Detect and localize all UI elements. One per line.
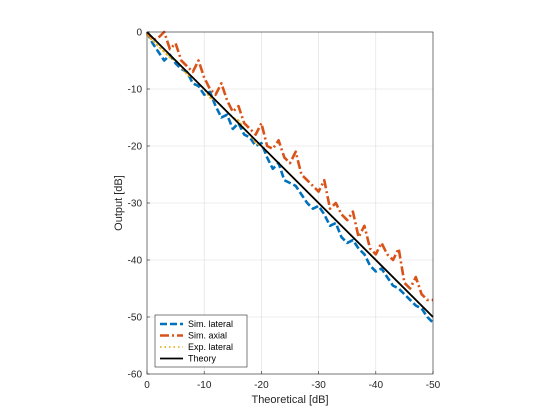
x-tick-label: -10 (197, 380, 212, 391)
legend-label-4: Theory (188, 354, 217, 364)
series-line-1 (145, 31, 434, 324)
y-tick-label: -50 (128, 313, 143, 324)
x-tick-label: -40 (369, 380, 384, 391)
y-tick-label: 0 (136, 28, 142, 39)
series-layer (145, 30, 434, 324)
y-tick-label: -30 (128, 199, 143, 210)
y-axis-label: Output [dB] (113, 175, 125, 231)
x-tick-label: -50 (426, 380, 441, 391)
legend-label-2: Sim. axial (188, 331, 227, 341)
y-tick-label: -40 (128, 256, 143, 267)
y-tick-label: -20 (128, 142, 143, 153)
series-line-4 (146, 31, 434, 318)
y-tick-label: -60 (128, 370, 143, 381)
x-tick-label: 0 (144, 380, 150, 391)
series-line-2 (145, 30, 433, 302)
x-axis-label: Theoretical [dB] (251, 394, 328, 406)
x-tick-label: -20 (254, 380, 269, 391)
legend-label-1: Sim. lateral (188, 319, 233, 329)
x-tick-label: -30 (311, 380, 326, 391)
y-tick-label: -10 (128, 85, 143, 96)
legend-label-3: Exp. lateral (188, 342, 233, 352)
ticks: 0 -10 -20 -30 -40 -50 0 -10 -20 -30 -40 -50 -60 (128, 28, 441, 392)
